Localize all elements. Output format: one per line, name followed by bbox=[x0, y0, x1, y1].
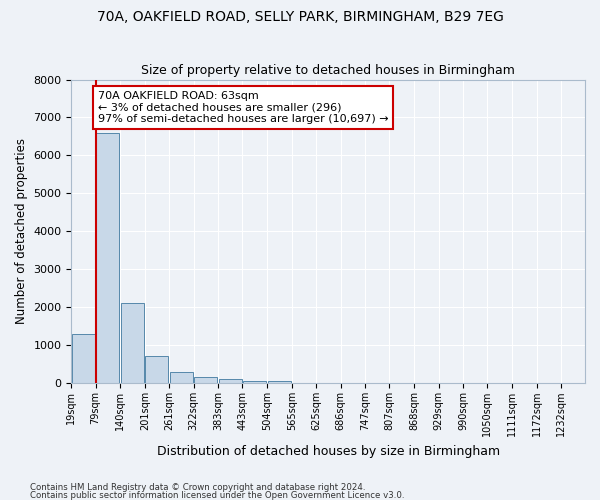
Bar bbox=[145, 356, 169, 383]
Bar bbox=[96, 132, 119, 383]
Title: Size of property relative to detached houses in Birmingham: Size of property relative to detached ho… bbox=[141, 64, 515, 77]
Bar bbox=[72, 334, 95, 383]
Y-axis label: Number of detached properties: Number of detached properties bbox=[15, 138, 28, 324]
Bar bbox=[243, 381, 266, 383]
Text: 70A, OAKFIELD ROAD, SELLY PARK, BIRMINGHAM, B29 7EG: 70A, OAKFIELD ROAD, SELLY PARK, BIRMINGH… bbox=[97, 10, 503, 24]
Bar bbox=[194, 377, 217, 383]
Text: Contains public sector information licensed under the Open Government Licence v3: Contains public sector information licen… bbox=[30, 491, 404, 500]
Bar bbox=[170, 372, 193, 383]
X-axis label: Distribution of detached houses by size in Birmingham: Distribution of detached houses by size … bbox=[157, 444, 500, 458]
Bar bbox=[268, 381, 290, 383]
Text: 70A OAKFIELD ROAD: 63sqm
← 3% of detached houses are smaller (296)
97% of semi-d: 70A OAKFIELD ROAD: 63sqm ← 3% of detache… bbox=[98, 91, 388, 124]
Bar bbox=[219, 379, 242, 383]
Text: Contains HM Land Registry data © Crown copyright and database right 2024.: Contains HM Land Registry data © Crown c… bbox=[30, 484, 365, 492]
Bar bbox=[121, 304, 144, 383]
